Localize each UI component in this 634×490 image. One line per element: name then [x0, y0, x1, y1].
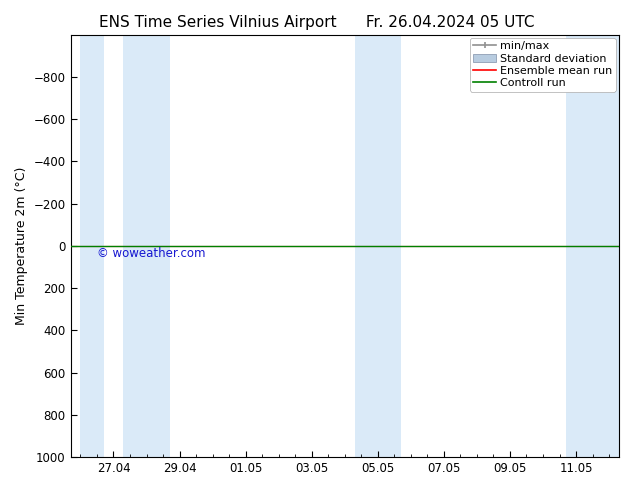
Bar	[124, 35, 170, 457]
Bar	[354, 35, 401, 457]
Text: ENS Time Series Vilnius Airport      Fr. 26.04.2024 05 UTC: ENS Time Series Vilnius Airport Fr. 26.0…	[100, 15, 534, 30]
Bar	[566, 35, 619, 457]
Text: © woweather.com: © woweather.com	[97, 247, 205, 261]
Y-axis label: Min Temperature 2m (°C): Min Temperature 2m (°C)	[15, 167, 28, 325]
Legend: min/max, Standard deviation, Ensemble mean run, Controll run: min/max, Standard deviation, Ensemble me…	[470, 38, 616, 92]
Bar	[81, 35, 103, 457]
